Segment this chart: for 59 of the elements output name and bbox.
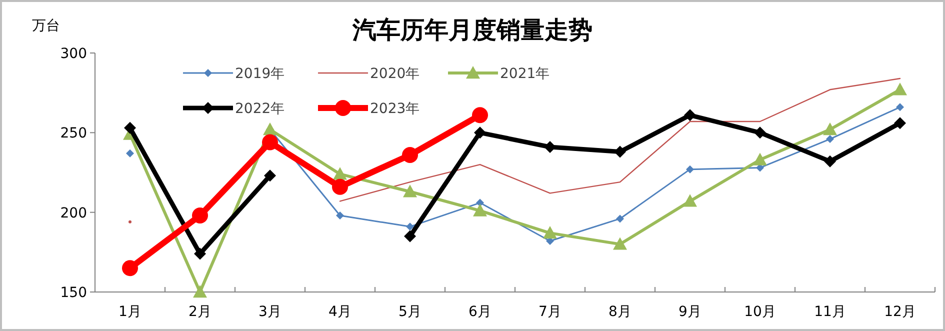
- legend-label: 2022年: [235, 101, 285, 117]
- point: [613, 237, 627, 250]
- point: [754, 126, 766, 139]
- point: [336, 212, 344, 220]
- point: [684, 109, 696, 122]
- legend-label: 2020年: [370, 66, 420, 82]
- x-tick-label: 12月: [884, 304, 916, 320]
- x-tick-label: 3月: [258, 304, 282, 320]
- point: [544, 141, 556, 154]
- point: [473, 204, 487, 216]
- x-tick-label: 6月: [468, 304, 492, 320]
- point: [404, 230, 416, 242]
- point: [128, 220, 132, 224]
- x-tick-label: 11月: [814, 304, 846, 320]
- y-tick-label: 200: [60, 205, 87, 222]
- chart-title: 汽车历年月度销量走势: [352, 16, 592, 44]
- x-tick-label: 4月: [328, 304, 352, 320]
- point: [753, 152, 767, 166]
- point: [193, 285, 207, 298]
- x-tick-label: 8月: [608, 304, 632, 320]
- x-tick-label: 10月: [744, 304, 776, 320]
- point: [122, 260, 138, 276]
- point: [403, 184, 417, 198]
- point: [824, 155, 836, 168]
- point: [126, 149, 134, 158]
- point: [406, 222, 414, 231]
- point: [264, 170, 276, 182]
- legend-label: 2023年: [370, 101, 420, 117]
- point: [124, 122, 136, 134]
- point: [823, 122, 837, 136]
- point: [262, 134, 278, 150]
- point: [472, 107, 488, 124]
- x-tick-label: 7月: [538, 304, 562, 320]
- legend-label: 2021年: [500, 66, 550, 82]
- point: [683, 194, 697, 207]
- y-tick-label: 300: [60, 46, 87, 62]
- point: [402, 146, 418, 163]
- x-tick-label: 2月: [188, 304, 212, 320]
- x-tick-label: 9月: [678, 304, 702, 320]
- point: [474, 126, 486, 139]
- y-tick-label: 150: [60, 285, 87, 301]
- point: [543, 226, 557, 239]
- y-axis-title: 万台: [32, 18, 60, 34]
- point: [894, 117, 906, 130]
- point: [192, 208, 208, 224]
- point: [896, 103, 904, 112]
- point: [194, 248, 206, 260]
- point: [332, 178, 348, 195]
- y-tick-label: 250: [60, 126, 87, 142]
- point: [893, 82, 907, 96]
- point: [686, 165, 694, 174]
- x-tick-label: 5月: [398, 304, 422, 320]
- point: [614, 146, 626, 158]
- x-tick-label: 1月: [118, 304, 142, 320]
- point: [263, 122, 277, 136]
- point: [616, 214, 624, 223]
- point: [826, 135, 834, 144]
- legend-label: 2019年: [235, 66, 285, 82]
- point: [333, 167, 347, 180]
